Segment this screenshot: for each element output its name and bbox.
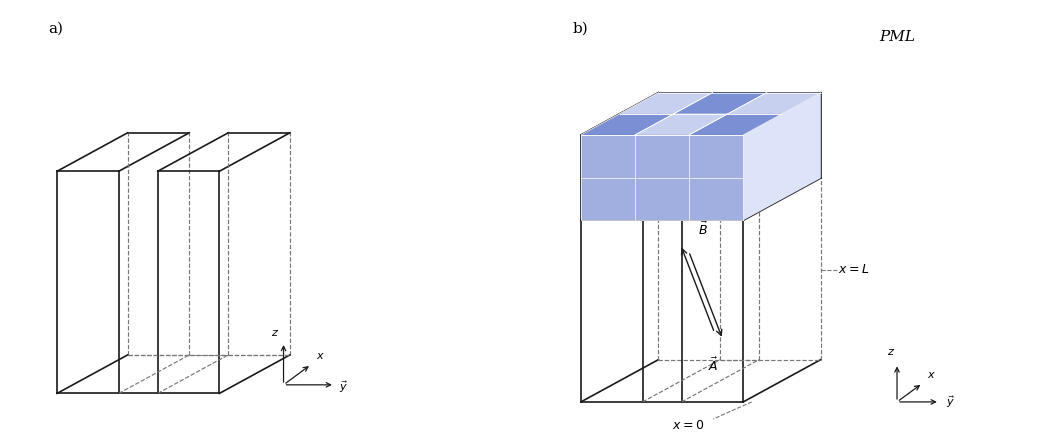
Polygon shape — [635, 114, 728, 135]
Polygon shape — [581, 135, 743, 220]
Polygon shape — [743, 93, 821, 220]
Text: $z$: $z$ — [886, 347, 895, 357]
Text: a): a) — [49, 22, 63, 36]
Polygon shape — [581, 220, 743, 402]
Text: $\vec{y}$: $\vec{y}$ — [339, 379, 348, 395]
Polygon shape — [57, 355, 290, 393]
Polygon shape — [673, 93, 767, 114]
Polygon shape — [619, 93, 713, 114]
Polygon shape — [689, 114, 782, 135]
Polygon shape — [728, 93, 821, 114]
Text: PML: PML — [879, 30, 915, 44]
Polygon shape — [57, 133, 189, 171]
Polygon shape — [642, 360, 760, 402]
Text: $x$: $x$ — [316, 352, 324, 361]
Text: $\vec{A}$: $\vec{A}$ — [709, 356, 719, 374]
Text: $x$: $x$ — [927, 370, 936, 380]
Text: $z$: $z$ — [271, 328, 279, 338]
Text: $\vec{B}$: $\vec{B}$ — [697, 221, 708, 239]
Text: $\vec{y}$: $\vec{y}$ — [947, 394, 955, 410]
Polygon shape — [581, 114, 673, 135]
Text: b): b) — [572, 22, 588, 36]
Text: $x = L$: $x = L$ — [837, 263, 870, 276]
Polygon shape — [118, 133, 189, 393]
Polygon shape — [158, 133, 290, 171]
Text: $x = 0$: $x = 0$ — [671, 419, 703, 432]
